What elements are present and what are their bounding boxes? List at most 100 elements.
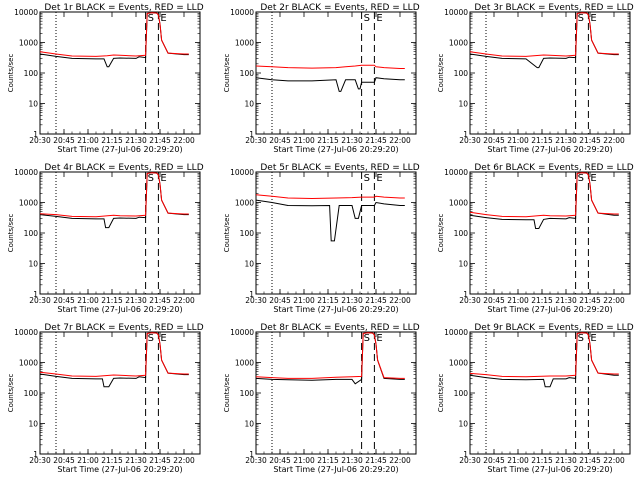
y-axis-label: Counts/sec	[223, 214, 231, 253]
y-tick-label: 100	[24, 69, 39, 78]
plot-frame	[39, 331, 201, 455]
y-tick-label: 10000	[444, 328, 468, 337]
x-tick-label: 21:45	[365, 296, 387, 305]
x-axis-label: Start Time (27-Jul-06 20:29:20)	[273, 305, 398, 314]
y-tick-label: 10000	[444, 8, 468, 17]
panel-det-5: Det 5r BLACK = Events, RED = LLD 1 10 100 10…	[223, 163, 420, 314]
x-tick-label: 20:30	[245, 296, 267, 305]
panel-title: Det 3r BLACK = Events, RED = LLD	[474, 3, 633, 13]
x-tick-label: 21:45	[365, 456, 387, 465]
x-tick-label: 20:45	[483, 136, 505, 145]
x-tick-label: 22:00	[603, 456, 625, 465]
plot-frame	[39, 171, 201, 295]
x-tick-label: 20:30	[459, 136, 481, 145]
y-tick-label: 100	[24, 389, 39, 398]
marker-label-e: E	[160, 333, 166, 344]
marker-label-s: S	[364, 173, 370, 184]
marker-label-e: E	[590, 173, 596, 184]
y-tick-label: 1	[33, 450, 38, 459]
marker-label-s: S	[578, 173, 584, 184]
x-tick-label: 21:15	[101, 456, 123, 465]
x-tick-label: 21:00	[77, 456, 99, 465]
plot-frame	[255, 331, 417, 455]
panel-title: Det 7r BLACK = Events, RED = LLD	[44, 323, 203, 333]
y-tick-label: 100	[240, 69, 255, 78]
y-tick-label: 100	[454, 69, 469, 78]
x-axis-label: Start Time (27-Jul-06 20:29:20)	[487, 465, 612, 474]
panel-title: Det 5r BLACK = Events, RED = LLD	[260, 163, 419, 173]
y-tick-label: 10	[28, 420, 38, 429]
marker-label-s: S	[148, 333, 154, 344]
y-axis-label: Counts/sec	[437, 214, 445, 253]
x-tick-label: 20:30	[459, 296, 481, 305]
x-tick-label: 21:00	[77, 136, 99, 145]
x-tick-label: 21:15	[531, 136, 553, 145]
marker-label-e: E	[590, 333, 596, 344]
marker-label-s: S	[578, 13, 584, 24]
y-tick-label: 1000	[235, 199, 254, 208]
y-tick-label: 100	[240, 229, 255, 238]
y-tick-label: 1000	[19, 359, 38, 368]
x-tick-label: 20:45	[483, 456, 505, 465]
x-tick-label: 21:15	[101, 296, 123, 305]
y-tick-label: 1000	[449, 359, 468, 368]
y-tick-label: 10000	[14, 8, 38, 17]
marker-label-e: E	[376, 13, 382, 24]
x-tick-label: 20:30	[29, 456, 51, 465]
x-axis-label: Start Time (27-Jul-06 20:29:20)	[273, 145, 398, 154]
y-tick-label: 1	[249, 290, 254, 299]
x-tick-label: 21:00	[507, 456, 529, 465]
lld-series-line	[255, 64, 405, 69]
x-tick-label: 20:30	[459, 456, 481, 465]
x-tick-label: 21:45	[579, 456, 601, 465]
marker-label-e: E	[590, 13, 596, 24]
panel-title: Det 1r BLACK = Events, RED = LLD	[44, 3, 203, 13]
marker-label-e: E	[376, 333, 382, 344]
x-tick-label: 22:00	[603, 296, 625, 305]
y-axis-label: Counts/sec	[7, 54, 15, 93]
panel-det-1: Det 1r BLACK = Events, RED = LLD 1 10 100 10…	[7, 3, 204, 154]
x-axis-label: Start Time (27-Jul-06 20:29:20)	[57, 145, 182, 154]
y-tick-label: 1	[463, 130, 468, 139]
x-tick-label: 20:30	[29, 296, 51, 305]
plot-frame	[255, 11, 417, 135]
x-tick-label: 22:00	[389, 296, 411, 305]
y-tick-label: 10	[458, 420, 468, 429]
x-tick-label: 20:45	[483, 296, 505, 305]
y-tick-label: 1	[33, 130, 38, 139]
y-tick-label: 10000	[230, 328, 254, 337]
marker-label-s: S	[148, 173, 154, 184]
y-tick-label: 10	[28, 100, 38, 109]
y-tick-label: 10000	[14, 168, 38, 177]
panel-det-6: Det 6r BLACK = Events, RED = LLD 1 10 100 10…	[437, 163, 634, 314]
panel-det-4: Det 4r BLACK = Events, RED = LLD 1 10 100 10…	[7, 163, 204, 314]
x-tick-label: 21:15	[531, 456, 553, 465]
events-series-line	[255, 199, 405, 242]
x-tick-label: 21:15	[317, 136, 339, 145]
y-axis-label: Counts/sec	[7, 214, 15, 253]
x-tick-label: 21:30	[341, 456, 363, 465]
x-axis-label: Start Time (27-Jul-06 20:29:20)	[57, 465, 182, 474]
x-tick-label: 20:30	[29, 136, 51, 145]
y-tick-label: 10000	[230, 8, 254, 17]
plot-frame	[469, 331, 631, 455]
y-tick-label: 10000	[444, 168, 468, 177]
y-tick-label: 1000	[235, 39, 254, 48]
y-tick-label: 1	[249, 450, 254, 459]
lld-series-line	[469, 172, 619, 218]
y-tick-label: 1000	[19, 39, 38, 48]
x-tick-label: 21:30	[555, 136, 577, 145]
x-tick-label: 21:30	[341, 136, 363, 145]
y-axis-label: Counts/sec	[223, 54, 231, 93]
x-tick-label: 20:45	[53, 136, 75, 145]
lld-series-line	[255, 332, 405, 379]
x-tick-label: 21:00	[507, 136, 529, 145]
x-tick-label: 22:00	[173, 456, 195, 465]
panel-det-9: Det 9r BLACK = Events, RED = LLD 1 10 100 10…	[437, 323, 634, 474]
marker-label-s: S	[148, 13, 154, 24]
marker-label-s: S	[578, 333, 584, 344]
marker-label-e: E	[160, 13, 166, 24]
plot-frame	[469, 171, 631, 295]
y-tick-label: 1000	[19, 199, 38, 208]
